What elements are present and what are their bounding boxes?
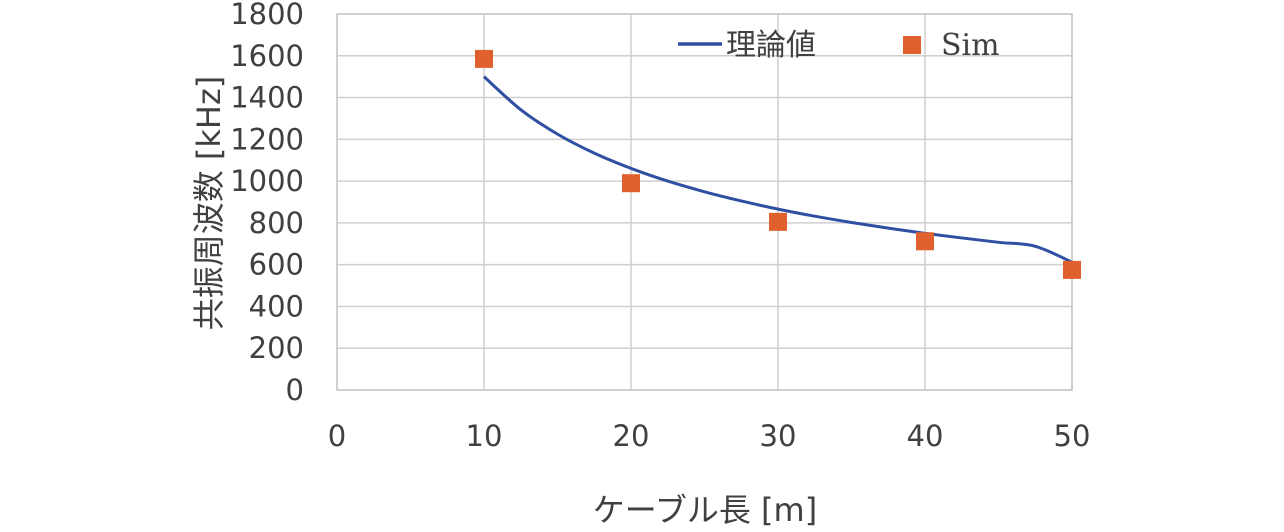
legend: 理論値 Sim: [678, 28, 1000, 63]
x-tick-label: 10: [466, 419, 503, 453]
y-tick-label: 1800: [230, 0, 304, 31]
y-tick-label: 1400: [230, 81, 304, 115]
y-tick-label: 400: [249, 289, 304, 323]
x-axis-title: ケーブル長 [m]: [593, 491, 817, 529]
x-tick-label: 20: [613, 419, 650, 453]
legend-label-theory: 理論値: [726, 28, 816, 63]
x-tick-label: 40: [907, 419, 944, 453]
legend-marker-swatch: [903, 36, 921, 54]
y-tick-labels: 0 200 400 600 800 1000 1200 1400 1600 1800: [230, 0, 304, 407]
x-tick-label: 0: [328, 419, 346, 453]
legend-label-sim: Sim: [941, 28, 1000, 63]
x-tick-label: 30: [760, 419, 797, 453]
sim-point: [475, 49, 493, 68]
y-tick-label: 800: [249, 206, 304, 240]
y-tick-label: 1600: [230, 39, 304, 73]
y-tick-label: 600: [249, 248, 304, 282]
y-axis-title: 共振周波数 [kHz]: [190, 76, 228, 331]
y-tick-label: 1200: [230, 122, 304, 156]
y-tick-label: 1000: [230, 164, 304, 198]
series-line-theory: [482, 75, 1073, 264]
sim-point: [916, 232, 934, 251]
sim-point: [1063, 260, 1081, 279]
sim-point: [769, 212, 787, 231]
x-tick-labels: 0 10 20 30 40 50: [328, 419, 1091, 453]
y-tick-label: 0: [286, 373, 304, 407]
plot-frame: [336, 13, 1073, 391]
grid: [336, 13, 1073, 391]
y-tick-label: 200: [249, 331, 304, 365]
series-layer: [475, 49, 1081, 279]
x-tick-label: 50: [1054, 419, 1091, 453]
sim-point: [622, 174, 640, 193]
